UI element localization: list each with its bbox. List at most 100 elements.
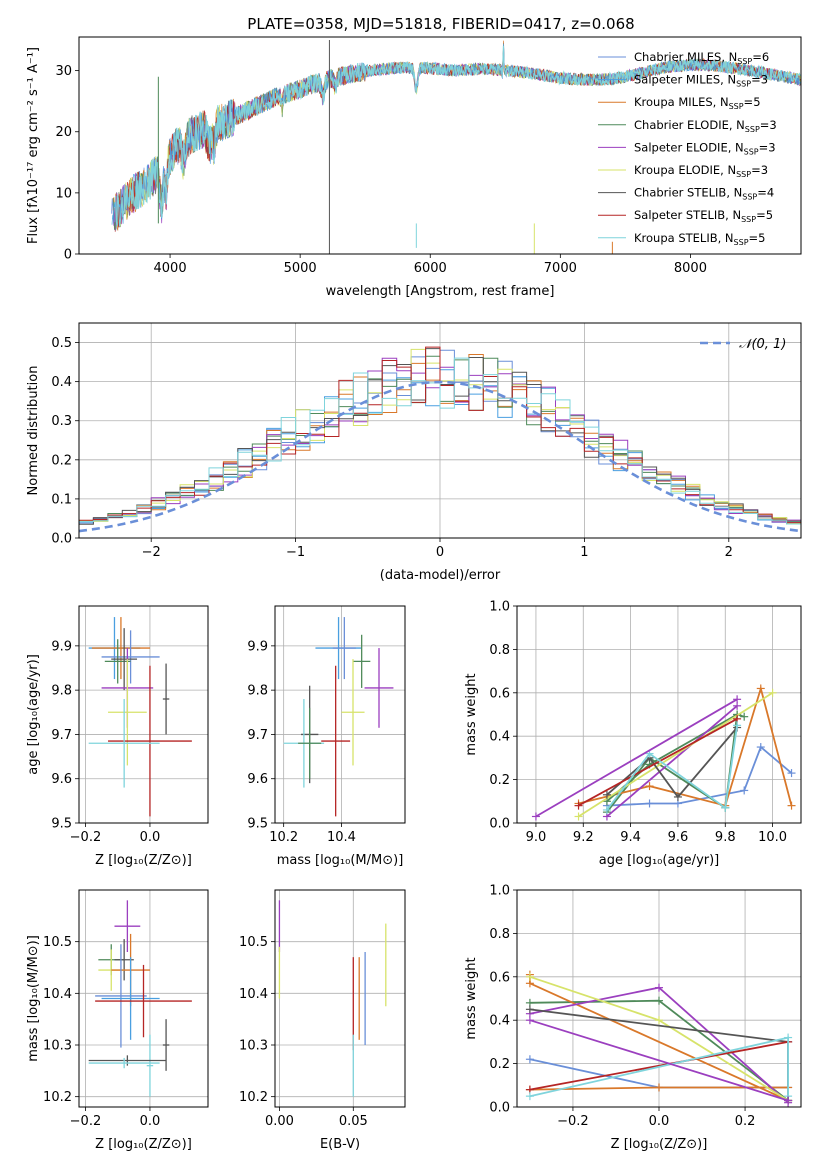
y-tick-label: 10.5 bbox=[239, 935, 268, 950]
weight-line-9 bbox=[529, 1019, 789, 1102]
y-tick-label: 0.5 bbox=[51, 336, 72, 351]
y-tick-label: 10 bbox=[55, 186, 72, 201]
y-tick-label: 0.4 bbox=[489, 730, 510, 745]
y-tick-label: 20 bbox=[55, 125, 72, 140]
y-tick-label: 0 bbox=[64, 248, 72, 263]
legend-name: Chabrier MILES bbox=[634, 50, 721, 64]
legend-name: Salpeter MILES bbox=[634, 73, 720, 87]
x-tick-label: 9.2 bbox=[573, 830, 594, 845]
x-tick-label: 10.4 bbox=[327, 830, 356, 845]
y-axis-label: mass [log₁₀(M/M⊙)] bbox=[26, 935, 41, 1062]
x-tick-label: −1 bbox=[286, 545, 305, 560]
y-tick-label: 0.6 bbox=[489, 686, 510, 701]
y-axis-label: mass weight bbox=[464, 957, 479, 1039]
legend-name: Chabrier STELIB bbox=[634, 186, 726, 200]
legend-n: , N bbox=[726, 186, 742, 200]
legend-n: , N bbox=[720, 163, 736, 177]
y-tick-label: 10.3 bbox=[239, 1039, 268, 1054]
legend-sub: SSP bbox=[744, 147, 759, 156]
legend-eq: = bbox=[751, 73, 761, 87]
y-tick-label: 0.3 bbox=[51, 414, 72, 429]
y-tick-label: 9.7 bbox=[51, 728, 72, 743]
legend-eq: = bbox=[749, 231, 759, 245]
y-tick-label: 0.8 bbox=[489, 643, 510, 658]
legend-entry: Chabrier ELODIE, NSSP=3 bbox=[634, 118, 777, 134]
legend-sub: SSP bbox=[745, 125, 760, 134]
x-tick-label: 9.4 bbox=[620, 830, 641, 845]
y-tick-label: 0.2 bbox=[489, 1057, 510, 1072]
age-vs-z-plot bbox=[88, 617, 192, 817]
axes-frame bbox=[78, 322, 802, 539]
axes-frame bbox=[516, 605, 802, 824]
spectrum-plot bbox=[111, 40, 801, 254]
axes-frame bbox=[78, 889, 209, 1108]
legend-entry: Salpeter ELODIE, NSSP=3 bbox=[634, 140, 776, 156]
weight-vs-age-plot bbox=[531, 684, 796, 821]
y-tick-label: 0.2 bbox=[51, 453, 72, 468]
y-tick-label: 0.0 bbox=[489, 817, 510, 832]
x-axis-label: Z [log₁₀(Z/Z⊙)] bbox=[611, 1137, 708, 1152]
legend-n: , N bbox=[721, 50, 737, 64]
y-tick-label: 10.3 bbox=[43, 1039, 72, 1054]
legend-sub: SSP bbox=[741, 215, 756, 224]
x-axis-label: age [log₁₀(age/yr)] bbox=[599, 853, 720, 868]
axes-frame bbox=[274, 889, 406, 1108]
y-tick-label: 9.9 bbox=[247, 639, 268, 654]
legend-eq: = bbox=[752, 50, 762, 64]
mass-vs-ebv-plot bbox=[278, 900, 387, 1097]
normal-curve bbox=[79, 380, 801, 533]
weight-line-8 bbox=[606, 725, 738, 811]
weight-line-7 bbox=[529, 1041, 789, 1091]
legend-nssp: 3 bbox=[761, 163, 768, 177]
y-axis-label: Flux [fλ10⁻¹⁷ erg cm⁻² s⁻¹ A⁻¹] bbox=[26, 47, 41, 244]
legend-entry: Salpeter STELIB, NSSP=5 bbox=[634, 208, 773, 224]
legend-normal-label: 𝒩(0, 1) bbox=[739, 337, 786, 352]
x-axis-label: Z [log₁₀(Z/Z⊙)] bbox=[95, 853, 192, 868]
legend-eq: = bbox=[757, 186, 767, 200]
y-axis-label: mass weight bbox=[464, 673, 479, 755]
y-tick-label: 30 bbox=[55, 64, 72, 79]
legend-sub: SSP bbox=[729, 102, 744, 111]
x-tick-label: 9.8 bbox=[715, 830, 736, 845]
y-tick-label: 9.6 bbox=[247, 772, 268, 787]
x-tick-label: 0.2 bbox=[735, 1114, 756, 1129]
legend-sub: SSP bbox=[734, 238, 749, 247]
weight-vs-z-panel: −0.2 0.0 0.2 0.0 0.2 0.4 0.6 0.8 1.0 Z [log₁₀(Z/Z… bbox=[464, 884, 802, 1152]
x-axis-label: Z [log₁₀(Z/Z⊙)] bbox=[95, 1137, 192, 1152]
legend-eq: = bbox=[756, 208, 766, 222]
spectrum-line-8 bbox=[115, 45, 801, 227]
y-tick-label: 9.5 bbox=[247, 817, 268, 832]
y-tick-label: 0.1 bbox=[51, 492, 72, 507]
residuals-panel: −2 −1 0 1 2 0.0 0.1 0.2 0.3 0.4 0.5 (data-model)/er… bbox=[26, 322, 802, 583]
x-tick-label: 8000 bbox=[674, 261, 707, 276]
legend-nssp: 3 bbox=[768, 140, 775, 154]
x-tick-label: 0.0 bbox=[649, 1114, 670, 1129]
mass-vs-z-plot bbox=[88, 900, 192, 1097]
legend-entry: Chabrier MILES, NSSP=6 bbox=[634, 50, 769, 66]
weight-vs-age-panel: 9.0 9.2 9.4 9.6 9.8 10.0 0.0 0.2 0.4 0.6 0.8 1.0 age… bbox=[464, 600, 802, 868]
legend-name: Chabrier ELODIE bbox=[634, 118, 729, 132]
age-vs-mass-panel: 10.2 10.4 9.5 9.6 9.7 9.8 9.9 mass [log₁₀(M/M⊙)… bbox=[247, 605, 406, 868]
x-tick-label: 9.0 bbox=[526, 830, 547, 845]
legend-eq: = bbox=[751, 163, 761, 177]
legend-nssp: 3 bbox=[769, 118, 776, 132]
age-vs-mass-plot bbox=[283, 617, 394, 817]
y-tick-label: 9.7 bbox=[247, 728, 268, 743]
y-tick-label: 10.2 bbox=[43, 1090, 72, 1105]
spectrum-panel: 4000 5000 6000 7000 8000 0 10 20 30 wavelength [A… bbox=[26, 36, 802, 299]
x-axis-label: E(B-V) bbox=[320, 1137, 360, 1152]
legend-name: Kroupa ELODIE bbox=[634, 163, 720, 177]
x-axis-label: mass [log₁₀(M/M⊙)] bbox=[277, 853, 404, 868]
legend-nssp: 5 bbox=[766, 208, 773, 222]
y-tick-label: 9.9 bbox=[51, 639, 72, 654]
legend-nssp: 4 bbox=[767, 186, 774, 200]
x-tick-label: −2 bbox=[142, 545, 161, 560]
legend-n: , N bbox=[729, 118, 745, 132]
legend-eq: = bbox=[760, 118, 770, 132]
x-tick-label: −0.2 bbox=[70, 830, 102, 845]
y-axis-label: age [log₁₀(age/yr)] bbox=[26, 654, 41, 775]
x-tick-label: 0.05 bbox=[339, 1114, 368, 1129]
x-tick-label: 6000 bbox=[414, 261, 447, 276]
y-axis-label: Normed distribution bbox=[26, 366, 41, 496]
